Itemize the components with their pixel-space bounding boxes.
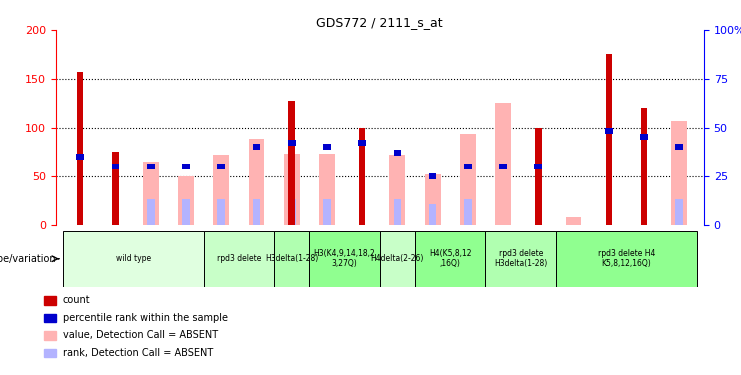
Bar (147, 164, 155, 170)
Bar (217, 199, 225, 225)
Bar (63, 231, 204, 287)
Text: H4delta(2-26): H4delta(2-26) (370, 254, 424, 263)
Text: H3delta(1-28): H3delta(1-28) (265, 254, 319, 263)
Text: rpd3 delete
H3delta(1-28): rpd3 delete H3delta(1-28) (494, 249, 548, 268)
Text: percentile rank within the sample: percentile rank within the sample (63, 312, 228, 322)
Bar (319, 154, 335, 225)
Bar (429, 173, 436, 179)
Text: rpd3 delete: rpd3 delete (216, 254, 261, 263)
Title: GDS772 / 2111_s_at: GDS772 / 2111_s_at (316, 16, 443, 29)
Bar (393, 199, 402, 225)
Text: genotype/variation: genotype/variation (0, 254, 56, 264)
Text: wild type: wild type (116, 254, 150, 263)
Bar (112, 164, 119, 170)
Bar (274, 231, 309, 287)
Bar (425, 174, 441, 225)
Bar (499, 164, 507, 170)
Bar (671, 121, 687, 225)
Text: rpd3 delete H4
K5,8,12,16Q): rpd3 delete H4 K5,8,12,16Q) (598, 249, 655, 268)
Bar (309, 231, 379, 287)
Bar (323, 144, 330, 150)
Bar (323, 199, 330, 225)
Bar (178, 176, 194, 225)
Text: count: count (63, 295, 90, 305)
Bar (44, 296, 56, 305)
Bar (485, 231, 556, 287)
Text: H3(K4,9,14,18,2
3,27Q): H3(K4,9,14,18,2 3,27Q) (313, 249, 376, 268)
Bar (182, 164, 190, 170)
Bar (204, 231, 274, 287)
Bar (464, 164, 472, 170)
Bar (44, 349, 56, 357)
Bar (358, 140, 366, 146)
Bar (182, 199, 190, 225)
Bar (76, 154, 84, 160)
Bar (641, 108, 647, 225)
Bar (534, 164, 542, 170)
Bar (675, 199, 683, 225)
Bar (44, 314, 56, 322)
Text: rank, Detection Call = ABSENT: rank, Detection Call = ABSENT (63, 348, 213, 358)
Bar (288, 199, 296, 225)
Bar (429, 204, 436, 225)
Bar (464, 199, 472, 225)
Bar (675, 144, 683, 150)
Bar (143, 162, 159, 225)
Bar (460, 134, 476, 225)
Bar (44, 331, 56, 340)
Bar (605, 54, 612, 225)
Bar (253, 199, 260, 225)
Bar (565, 217, 582, 225)
Bar (253, 144, 260, 150)
Bar (217, 164, 225, 170)
Text: value, Detection Call = ABSENT: value, Detection Call = ABSENT (63, 330, 218, 340)
Bar (147, 199, 155, 225)
Bar (393, 150, 402, 156)
Text: H4(K5,8,12
,16Q): H4(K5,8,12 ,16Q) (429, 249, 471, 268)
Bar (605, 129, 613, 134)
Bar (359, 128, 365, 225)
Bar (379, 231, 415, 287)
Bar (415, 231, 485, 287)
Bar (213, 155, 229, 225)
Bar (288, 101, 295, 225)
Bar (248, 139, 265, 225)
Bar (556, 231, 697, 287)
Bar (288, 140, 296, 146)
Bar (495, 103, 511, 225)
Bar (77, 72, 84, 225)
Bar (284, 154, 299, 225)
Bar (640, 134, 648, 140)
Bar (535, 128, 542, 225)
Bar (113, 152, 119, 225)
Bar (390, 155, 405, 225)
